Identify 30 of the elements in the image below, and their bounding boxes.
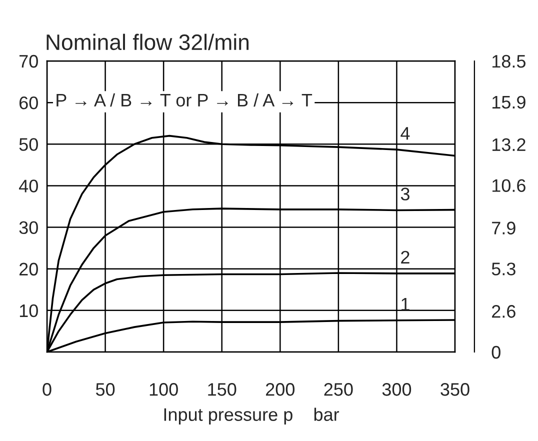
y2-tick-label: 13.2	[492, 138, 526, 152]
y2-tick-label: 7.9	[492, 222, 516, 234]
y-tick-label: 10	[20, 304, 38, 318]
y2-tick-label: 2.6	[492, 305, 516, 318]
y-tick-label: 30	[19, 221, 38, 234]
y-tick-label: 60	[20, 96, 38, 110]
series-label: 3	[400, 188, 410, 200]
y-tick-label: 50	[19, 138, 38, 151]
x-tick-label: 350	[440, 383, 470, 396]
x-tick-label: 250	[324, 383, 353, 396]
x-axis-title: Input pressure p bar	[164, 408, 340, 425]
x-tick-label: 100	[150, 383, 178, 396]
series-label: 4	[400, 127, 410, 140]
y2-tick-label: 5.3	[492, 262, 516, 276]
y-tick-label: 40	[19, 180, 38, 192]
y2-tick-label: 15.9	[492, 96, 526, 109]
y2-tick-label: 0	[492, 346, 500, 359]
x-tick-label: 150	[208, 383, 236, 396]
annotation: P → A / B → T or P → B / A → T	[56, 93, 312, 107]
x-tick-label: 50	[96, 383, 115, 396]
x-tick-label: 200	[266, 383, 294, 396]
series-label: 2	[401, 250, 410, 264]
x-tick-label: 0	[42, 383, 52, 396]
y2-tick-label: 18.5	[492, 54, 526, 68]
x-tick-label: 300	[382, 383, 412, 396]
series-label: 1	[402, 298, 410, 310]
y-tick-label: 20	[19, 262, 38, 276]
chart-title: Nominal flow 32l/min	[46, 34, 249, 50]
y-tick-label: 70	[20, 54, 38, 68]
y2-tick-label: 10.6	[492, 179, 526, 192]
